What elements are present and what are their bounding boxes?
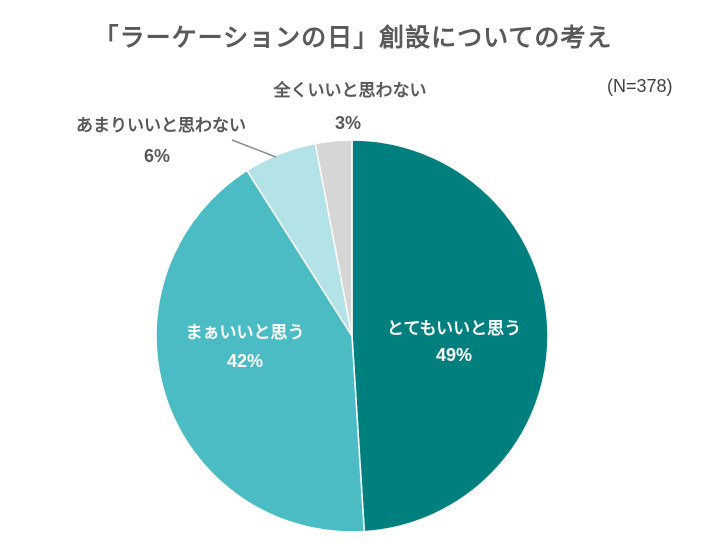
slice-label-good: まぁいいと思う 42% bbox=[160, 318, 330, 372]
slice-not-at-all bbox=[314, 139, 353, 337]
leader-line bbox=[231, 139, 277, 158]
chart-title: 「ラーケーションの日」創設についての考え bbox=[93, 23, 613, 52]
slice-name: まぁいいと思う bbox=[185, 323, 305, 343]
slice-percent: 3% bbox=[334, 113, 361, 133]
slice-name: あまりいいと思わない bbox=[76, 116, 246, 136]
slice-label-not-good: あまりいいと思わない 6% bbox=[50, 111, 272, 167]
slice-percent: 6% bbox=[143, 146, 170, 166]
slice-percent: 49% bbox=[435, 345, 473, 365]
slice-label-not-at-all: 全くいいと思わない 3% bbox=[250, 76, 450, 134]
slice-name: 全くいいと思わない bbox=[273, 81, 427, 101]
slice-very-good bbox=[351, 139, 549, 533]
slice-label-very-good: とてもいいと思う 49% bbox=[360, 314, 548, 366]
slice-percent: 42% bbox=[226, 351, 264, 371]
slice-good bbox=[155, 169, 366, 533]
slice-name: とてもいいと思う bbox=[386, 319, 522, 339]
sample-size-label: (N=378) bbox=[607, 76, 673, 96]
